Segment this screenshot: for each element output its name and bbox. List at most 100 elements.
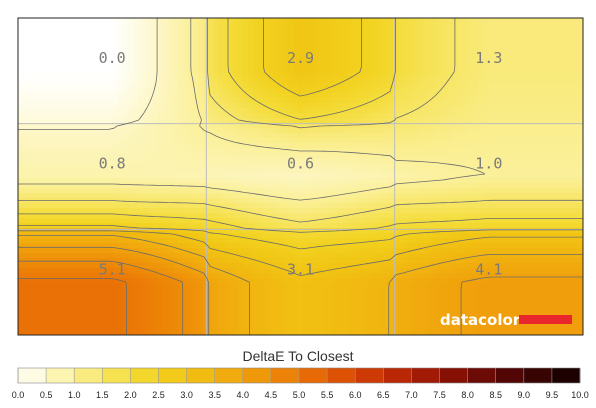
heat-pixel	[433, 48, 439, 54]
heat-pixel	[243, 78, 249, 84]
heat-pixel	[108, 53, 114, 59]
heat-pixel	[348, 223, 354, 229]
heat-pixel	[423, 218, 429, 224]
heat-pixel	[233, 208, 239, 214]
heat-pixel	[288, 153, 294, 159]
heat-pixel	[508, 143, 514, 149]
heat-pixel	[303, 88, 309, 94]
heat-pixel	[183, 138, 189, 144]
heat-pixel	[258, 88, 264, 94]
heat-pixel	[33, 103, 39, 109]
heat-pixel	[163, 133, 169, 139]
heat-pixel	[148, 48, 154, 54]
heat-pixel	[463, 63, 469, 69]
heat-pixel	[538, 53, 544, 59]
heat-pixel	[483, 168, 489, 174]
heat-pixel	[483, 103, 489, 109]
heat-pixel	[283, 163, 289, 169]
heat-pixel	[503, 208, 509, 214]
heat-pixel	[498, 163, 504, 169]
heat-pixel	[563, 193, 569, 199]
heat-pixel	[343, 53, 349, 59]
heat-pixel	[398, 108, 404, 114]
heat-pixel	[178, 163, 184, 169]
heat-pixel	[38, 233, 44, 239]
heat-pixel	[153, 193, 159, 199]
heat-pixel	[23, 193, 29, 199]
heat-pixel	[358, 78, 364, 84]
heat-pixel	[428, 93, 434, 99]
heat-pixel	[38, 78, 44, 84]
heat-pixel	[48, 88, 54, 94]
heat-pixel	[328, 188, 334, 194]
heat-pixel	[328, 93, 334, 99]
heat-pixel	[98, 118, 104, 124]
heat-pixel	[438, 88, 444, 94]
heat-pixel	[18, 148, 24, 154]
heat-pixel	[123, 128, 129, 134]
heat-pixel	[293, 203, 299, 209]
heat-pixel	[38, 68, 44, 74]
heat-pixel	[68, 153, 74, 159]
heat-pixel	[203, 53, 209, 59]
heat-pixel	[398, 128, 404, 134]
heat-pixel	[293, 158, 299, 164]
heat-pixel	[498, 128, 504, 134]
heat-pixel	[343, 18, 349, 24]
heat-pixel	[343, 28, 349, 34]
heat-pixel	[213, 43, 219, 49]
heat-pixel	[108, 108, 114, 114]
heat-pixel	[113, 193, 119, 199]
heat-pixel	[408, 178, 414, 184]
heat-pixel	[548, 133, 554, 139]
heat-pixel	[178, 198, 184, 204]
heat-pixel	[313, 53, 319, 59]
heat-pixel	[538, 138, 544, 144]
heat-pixel	[463, 223, 469, 229]
heat-pixel	[523, 53, 529, 59]
heat-pixel	[238, 233, 244, 239]
heat-pixel	[353, 23, 359, 29]
heat-pixel	[528, 188, 534, 194]
heat-pixel	[28, 38, 34, 44]
heat-pixel	[208, 43, 214, 49]
heat-pixel	[528, 123, 534, 129]
heat-pixel	[23, 238, 29, 244]
heat-pixel	[208, 168, 214, 174]
heat-pixel	[383, 148, 389, 154]
heat-pixel	[308, 198, 314, 204]
heat-pixel	[223, 43, 229, 49]
heat-pixel	[63, 73, 69, 79]
heat-pixel	[73, 63, 79, 69]
heat-pixel	[48, 153, 54, 159]
heat-pixel	[323, 178, 329, 184]
heat-pixel	[523, 103, 529, 109]
heat-pixel	[278, 148, 284, 154]
heat-pixel	[343, 103, 349, 109]
heat-pixel	[183, 83, 189, 89]
heat-pixel	[558, 63, 564, 69]
heat-pixel	[458, 128, 464, 134]
heat-pixel	[443, 153, 449, 159]
heat-pixel	[168, 113, 174, 119]
heat-pixel	[238, 213, 244, 219]
heat-pixel	[43, 33, 49, 39]
heat-pixel	[293, 163, 299, 169]
heat-pixel	[108, 73, 114, 79]
heat-pixel	[358, 43, 364, 49]
heat-pixel	[53, 193, 59, 199]
heat-pixel	[373, 93, 379, 99]
heat-pixel	[323, 58, 329, 64]
heat-pixel	[568, 143, 574, 149]
heat-pixel	[193, 28, 199, 34]
heat-pixel	[338, 138, 344, 144]
heat-pixel	[443, 48, 449, 54]
heat-pixel	[518, 148, 524, 154]
heat-pixel	[503, 228, 509, 234]
heat-pixel	[423, 73, 429, 79]
heat-pixel	[448, 223, 454, 229]
heat-pixel	[193, 173, 199, 179]
heat-pixel	[313, 58, 319, 64]
heat-pixel	[48, 113, 54, 119]
heat-pixel	[553, 138, 559, 144]
